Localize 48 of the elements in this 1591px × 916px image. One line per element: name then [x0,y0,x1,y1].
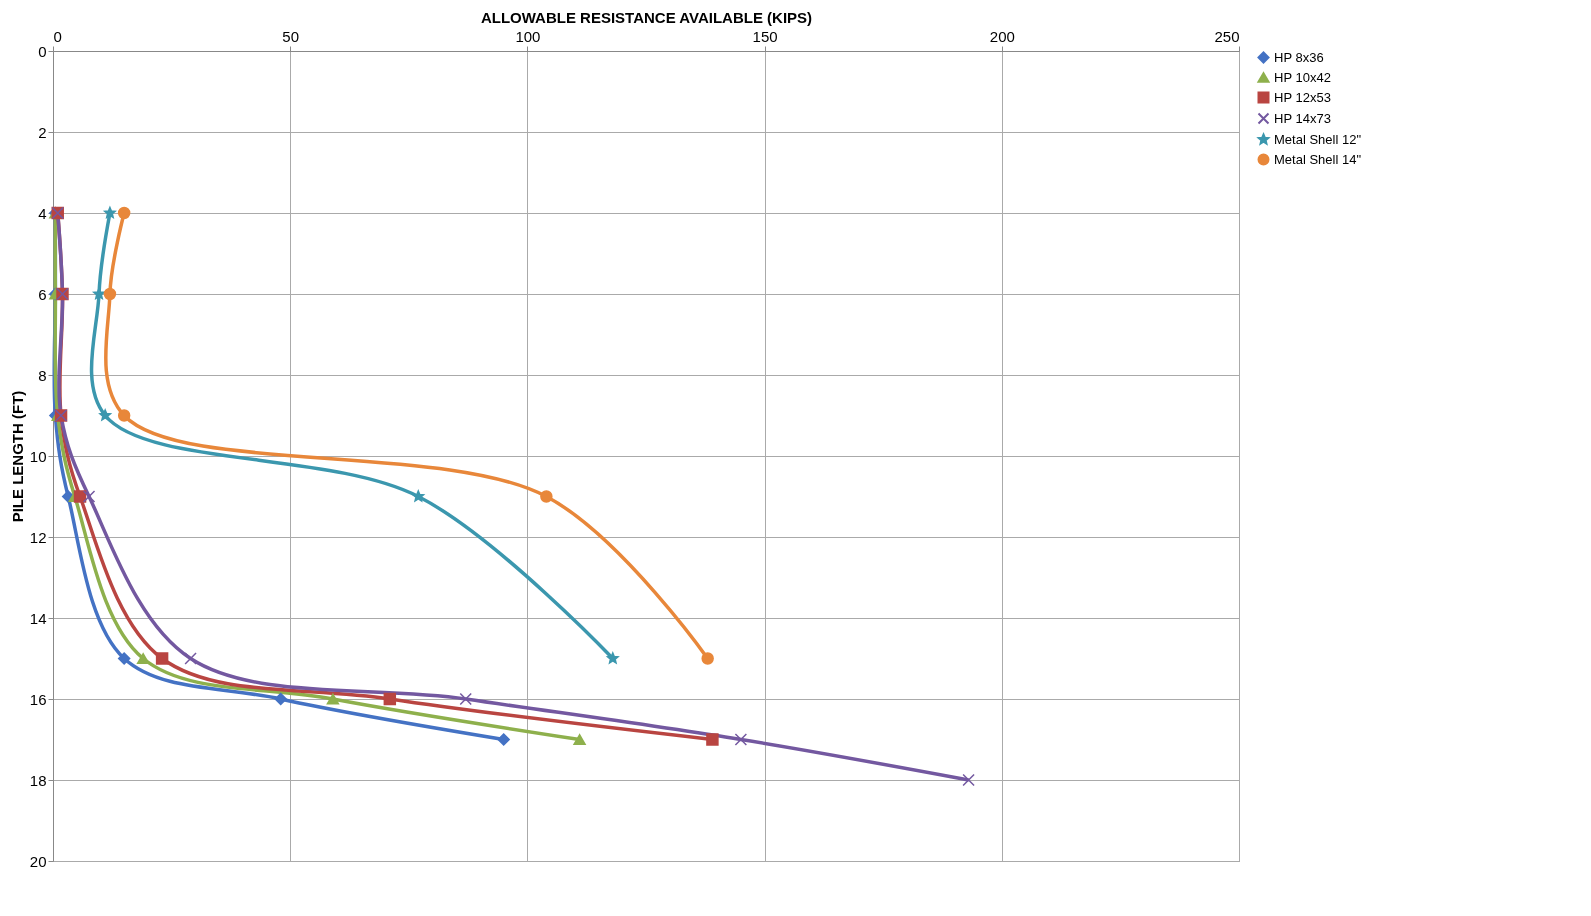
y-tick-label: 18 [29,771,47,789]
point [412,490,425,502]
legend-label: Metal Shell 14" [1274,151,1362,167]
y-tick-label: 10 [29,447,47,465]
point [326,693,340,705]
x-tick-label: 100 [515,27,541,45]
x-tick-label: 150 [752,27,778,45]
legend-label: HP 10x42 [1274,69,1331,85]
point [73,490,87,503]
point [701,652,714,665]
point [383,692,397,706]
point [497,733,510,746]
x-axis-title: ALLOWABLE RESISTANCE AVAILABLE (KIPS) [480,8,813,26]
point [82,490,96,503]
point [117,206,131,220]
legend-label: HP 14x73 [1274,110,1331,126]
legend-label: Metal Shell 12" [1274,131,1362,147]
x-tick-label: 200 [989,27,1015,45]
x-tick-label: 250 [1214,27,1240,45]
y-tick-label: 6 [38,285,47,303]
point [706,733,719,746]
y-tick-label: 16 [29,690,47,708]
point [103,287,117,301]
point [99,409,112,421]
legend-label: HP 12x53 [1274,89,1331,105]
point [117,652,131,665]
point [103,206,116,219]
legend-label: HP 8x36 [1274,49,1324,65]
point [459,692,472,706]
point [155,652,169,665]
y-tick-label: 12 [29,528,47,546]
point [734,733,748,746]
point [962,773,975,787]
point [117,409,131,422]
point [606,652,619,664]
y-tick-label: 14 [29,609,47,627]
y-tick-label: 0 [38,42,47,60]
point [136,653,150,664]
point [573,734,586,745]
y-tick-label: 20 [29,852,47,870]
point [274,692,287,706]
x-tick-label: 50 [282,27,300,45]
x-tick-label: 0 [53,27,62,45]
y-tick-label: 4 [38,204,47,222]
y-tick-label: 2 [38,123,47,141]
y-tick-label: 8 [38,366,47,384]
point [540,490,553,503]
y-axis-title: PILE LENGTH (FT) [8,390,26,523]
